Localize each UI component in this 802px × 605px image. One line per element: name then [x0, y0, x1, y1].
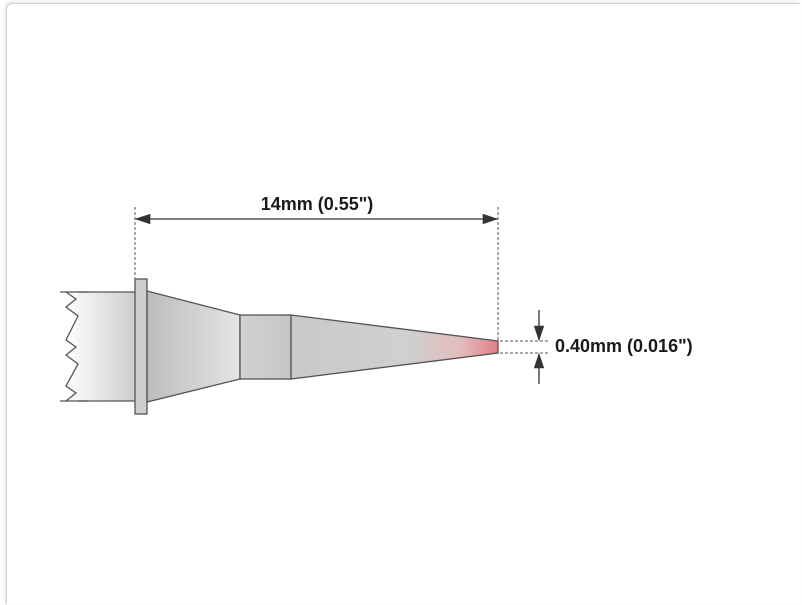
tip-collar	[239, 314, 292, 380]
tip-taper	[290, 314, 499, 380]
tip-cone	[146, 290, 241, 403]
tip-dimension-label: 0.40mm (0.016")	[555, 336, 693, 356]
tip-flange	[134, 278, 148, 415]
length-dimension-label: 14mm (0.55")	[261, 194, 374, 214]
tip-shank	[66, 292, 135, 401]
